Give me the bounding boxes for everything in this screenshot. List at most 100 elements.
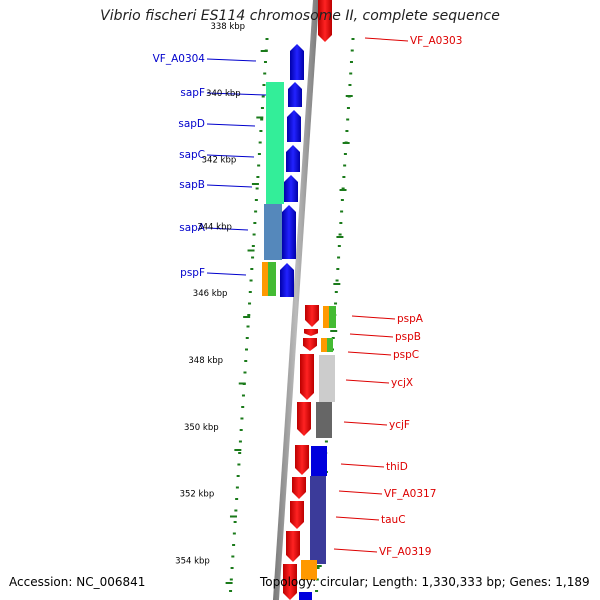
label-leader-line xyxy=(206,58,257,62)
forward-gene-label: sapC xyxy=(179,149,205,161)
major-tick xyxy=(345,95,353,97)
scale-labels: 338 kbp 340 kbp 342 kbp 344 kbp 346 kbp 348 k… xyxy=(175,22,245,566)
label-leader-line xyxy=(351,315,396,320)
tick-dot xyxy=(251,256,255,259)
major-tick xyxy=(251,183,259,185)
forward-gene-arrow xyxy=(282,205,296,259)
label-leader-line xyxy=(206,154,255,158)
tick-dot xyxy=(346,107,350,109)
forward-gene-arrow xyxy=(287,110,301,142)
tick-dot xyxy=(244,360,248,362)
tick-dot xyxy=(257,164,261,167)
tick-dot xyxy=(244,348,248,351)
scale-label: 342 kbp xyxy=(202,156,237,166)
cog-block xyxy=(301,560,317,580)
tick-dot xyxy=(255,187,259,190)
major-tick xyxy=(243,316,251,318)
forward-gene-label: sapD xyxy=(178,118,205,130)
cog-block xyxy=(268,262,276,296)
cog-block xyxy=(319,355,335,402)
tick-dot xyxy=(235,498,239,500)
tick-dot xyxy=(235,486,239,489)
forward-gene-arrow xyxy=(288,82,302,107)
forward-gene-label: sapF xyxy=(180,87,205,99)
reverse-gene-label: pspC xyxy=(393,349,419,361)
tick-dot xyxy=(240,417,244,420)
tick-dot xyxy=(331,337,335,339)
cog-block xyxy=(262,262,268,296)
cog-block xyxy=(310,476,326,564)
tick-dot xyxy=(249,279,253,282)
scale-label: 354 kbp xyxy=(175,556,210,566)
forward-gene-label: sapA xyxy=(179,222,206,234)
major-tick xyxy=(333,283,341,285)
scale-label: 344 kbp xyxy=(197,222,232,232)
cog-block xyxy=(327,338,333,352)
forward-gene-arrow xyxy=(284,175,298,202)
major-tick xyxy=(229,515,237,518)
major-tick xyxy=(234,449,242,451)
tick-dot xyxy=(265,38,269,40)
cog-blocks xyxy=(262,82,336,580)
label-leader-line xyxy=(364,37,409,42)
major-tick xyxy=(247,249,255,252)
forward-gene-arrow xyxy=(286,145,300,172)
cog-block xyxy=(323,306,329,328)
forward-gene-arrow xyxy=(311,446,327,476)
tick-dot xyxy=(231,555,235,558)
reverse-gene-label: ycjF xyxy=(389,419,410,431)
tick-dot xyxy=(257,153,261,155)
tick-dot xyxy=(238,452,242,454)
tick-dot xyxy=(236,475,240,477)
tick-dot xyxy=(346,118,350,121)
label-leader-line xyxy=(206,227,249,231)
reverse-gene-arrow xyxy=(297,402,311,436)
tick-dot xyxy=(250,268,254,270)
forward-gene-label: sapB xyxy=(179,179,205,191)
tick-dot xyxy=(340,199,344,201)
tick-dot xyxy=(338,233,342,236)
label-leader-line xyxy=(206,123,256,127)
tick-dot xyxy=(251,245,255,247)
tick-dot xyxy=(234,509,238,512)
major-tick xyxy=(225,582,233,584)
scale-label: 338 kbp xyxy=(210,22,245,32)
tick-dot xyxy=(260,118,264,121)
forward-gene-arrow xyxy=(299,592,312,600)
accession-text: Accession: NC_006841 xyxy=(9,575,146,589)
reverse-gene-arrow xyxy=(283,564,297,600)
map-title: Vibrio fischeri ES114 chromosome II, com… xyxy=(100,8,500,24)
tick-dot xyxy=(343,164,347,167)
tick-dot xyxy=(316,567,320,569)
tick-dot xyxy=(253,222,257,224)
tick-dot xyxy=(348,84,352,86)
reverse-gene-label: VF_A0303 xyxy=(410,35,462,47)
forward-gene-arrow xyxy=(290,44,304,80)
reverse-gene-label: thiD xyxy=(386,461,408,473)
scale-label: 340 kbp xyxy=(206,89,241,99)
major-tick xyxy=(330,330,338,332)
label-leader-line xyxy=(206,272,247,276)
forward-gene-label: pspF xyxy=(180,267,205,279)
tick-dot xyxy=(247,314,251,316)
tick-dot xyxy=(343,153,347,155)
major-tick xyxy=(256,116,264,119)
major-tick xyxy=(339,189,347,191)
cog-block xyxy=(329,306,336,328)
tick-dot xyxy=(248,302,252,305)
cog-block xyxy=(264,204,282,260)
reverse-gene-arrow xyxy=(318,0,332,42)
cog-block xyxy=(321,338,327,352)
tick-dot xyxy=(241,394,245,397)
forward-gene-label: VF_A0304 xyxy=(153,53,206,65)
reverse-gene-arrow xyxy=(305,305,319,327)
tick-dot xyxy=(262,84,266,86)
scale-label: 352 kbp xyxy=(180,490,215,500)
major-tick xyxy=(314,565,322,567)
tick-dot xyxy=(229,590,233,592)
tick-dot xyxy=(246,325,250,328)
tick-dot xyxy=(260,107,264,109)
tick-dot xyxy=(334,302,338,305)
tick-dot xyxy=(351,38,355,40)
